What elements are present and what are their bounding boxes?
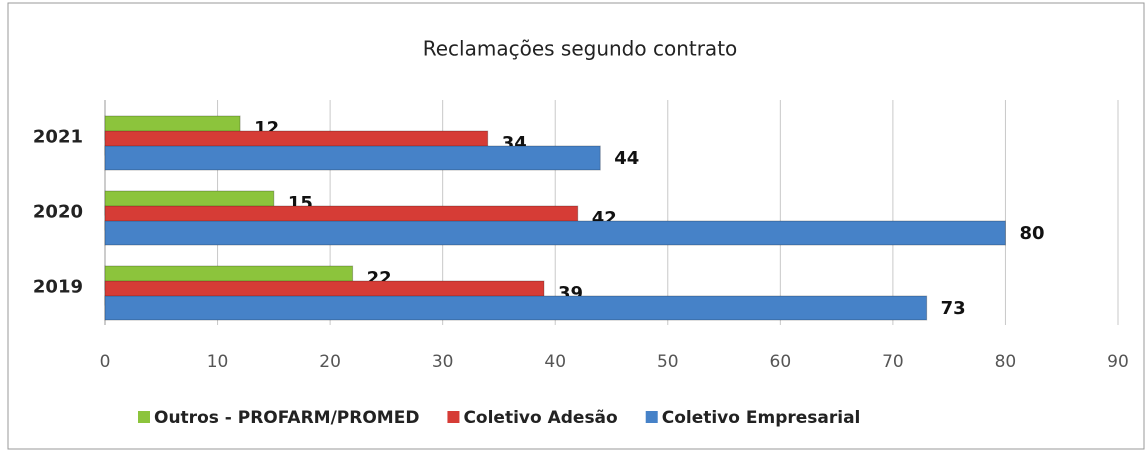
legend-label: Outros - PROFARM/PROMED <box>154 408 419 428</box>
data-label: 44 <box>614 148 639 169</box>
y-tick-label: 2019 <box>33 277 83 298</box>
x-tick-label: 70 <box>882 352 904 372</box>
bar <box>104 220 1006 246</box>
data-label: 80 <box>1019 223 1044 244</box>
x-tick-label: 50 <box>657 352 679 372</box>
legend-swatch <box>138 411 150 423</box>
x-tick-label: 30 <box>432 352 454 372</box>
x-tick-label: 90 <box>1107 352 1129 372</box>
x-tick-label: 20 <box>319 352 341 372</box>
legend-label: Coletivo Adesão <box>463 408 617 428</box>
data-label: 73 <box>941 298 966 319</box>
x-tick-label: 60 <box>770 352 792 372</box>
y-tick-label: 2020 <box>33 202 83 223</box>
y-tick-label: 2021 <box>33 127 83 148</box>
chart-title: Reclamações segundo contrato <box>423 37 738 61</box>
x-tick-label: 0 <box>100 352 111 372</box>
legend-label: Coletivo Empresarial <box>662 408 861 428</box>
bar <box>104 295 928 321</box>
x-tick-label: 40 <box>544 352 566 372</box>
legend-swatch <box>447 411 460 423</box>
x-tick-label: 10 <box>207 352 229 372</box>
bar <box>104 145 601 171</box>
x-tick-label: 80 <box>995 352 1017 372</box>
legend-swatch <box>645 411 658 423</box>
